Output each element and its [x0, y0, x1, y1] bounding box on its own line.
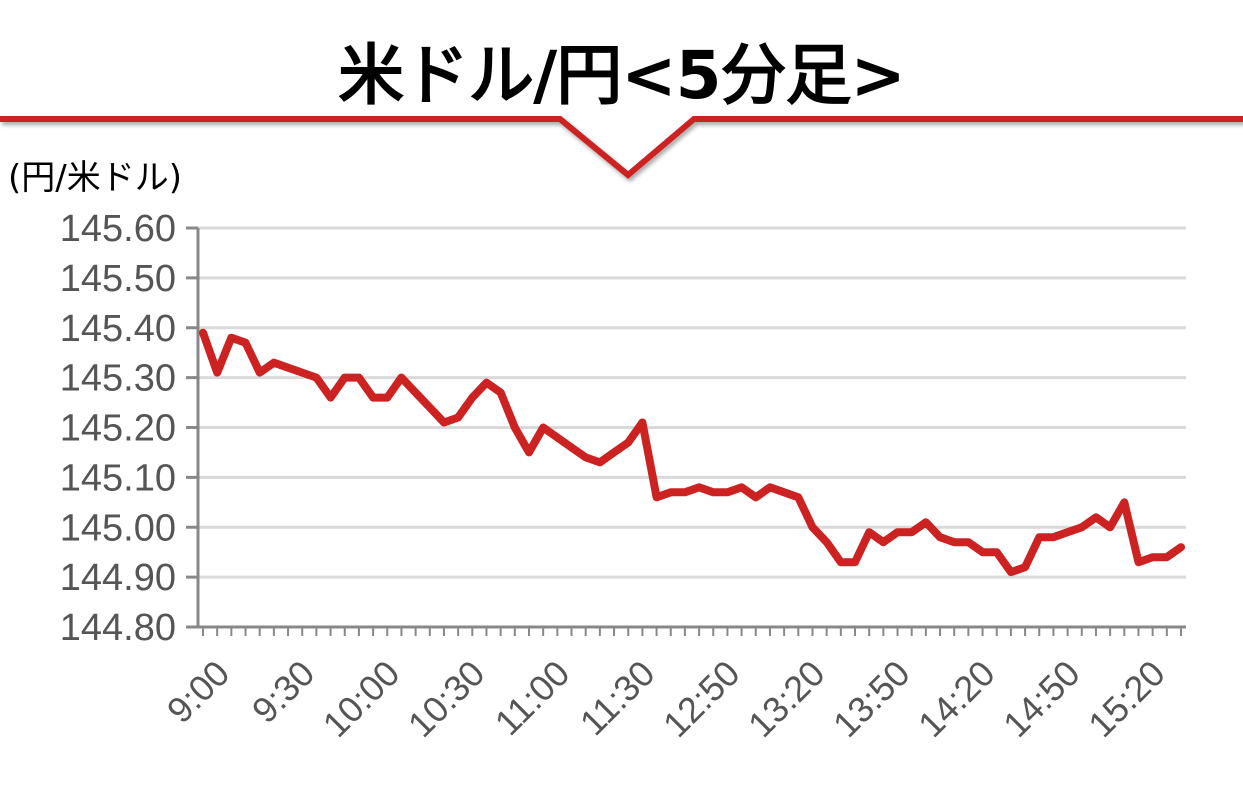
x-tick-label-6: 12:50: [655, 652, 748, 745]
x-tick-label-11: 15:20: [1080, 652, 1173, 745]
y-tick-label-2: 145.40: [60, 308, 176, 350]
y-tick-label-4: 145.20: [60, 408, 176, 450]
y-tick-label-1: 145.50: [60, 258, 176, 300]
y-tick-label-8: 144.80: [60, 607, 176, 649]
x-tick-label-10: 14:50: [995, 652, 1088, 745]
y-tick-label-7: 144.90: [60, 557, 176, 599]
y-tick-labels: 145.60 145.50 145.40 145.30 145.20 145.10 145.…: [60, 208, 176, 649]
x-tick-label-9: 14:20: [910, 652, 1003, 745]
banner-line: [0, 116, 1243, 179]
x-tick-label-0: 9:00: [159, 652, 238, 731]
axes: [186, 226, 1186, 636]
x-tick-label-8: 13:50: [825, 652, 918, 745]
series-line-usdjpy: [199, 328, 1185, 577]
y-tick-label-3: 145.30: [60, 358, 176, 400]
x-tick-label-2: 10:00: [315, 652, 408, 745]
chart-title: 米ドル/円<5分足>: [338, 37, 906, 114]
x-tick-label-3: 10:30: [400, 652, 493, 745]
y-axis-unit-label: (円/米ドル): [8, 158, 182, 198]
x-tick-labels: 9:00 9:3010:0010:3011:0011:3012:5013:2013…: [159, 652, 1173, 745]
x-tick-label-7: 13:20: [740, 652, 833, 745]
x-tick-label-1: 9:30: [244, 652, 323, 731]
y-tick-label-0: 145.60: [60, 208, 176, 250]
y-tick-label-5: 145.10: [60, 457, 176, 499]
title-banner: [0, 116, 1243, 179]
grid-lines: [198, 226, 1186, 579]
x-tick-label-4: 11:00: [487, 652, 578, 743]
x-tick-label-5: 11:30: [572, 652, 663, 743]
y-tick-label-6: 145.00: [60, 507, 176, 549]
